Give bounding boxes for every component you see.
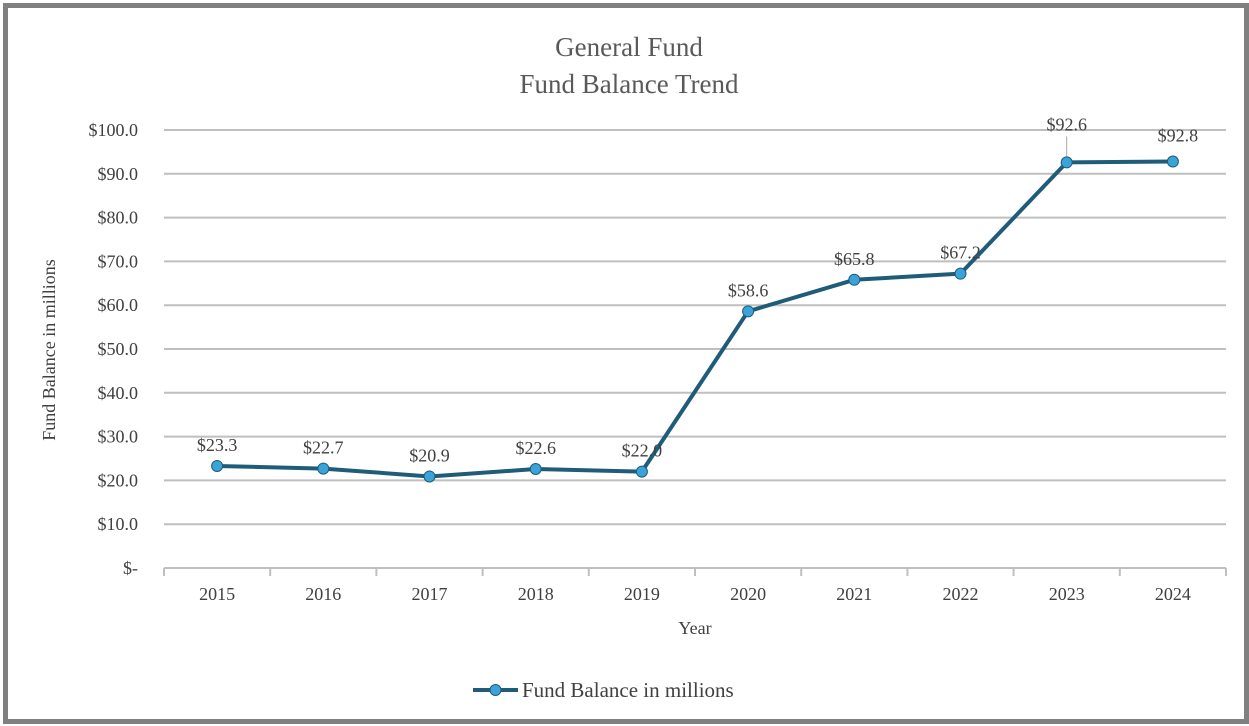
x-tick-label: 2023 [1049,584,1085,604]
data-point [1060,156,1073,169]
x-tick-label: 2024 [1155,584,1191,604]
data-point [742,305,755,318]
y-tick-label: $50.0 [98,339,139,359]
data-label: $20.9 [409,445,450,465]
gridlines [164,129,1226,569]
series-fund-balance [211,155,1179,483]
y-tick-label: $20.0 [98,470,139,490]
data-label: $22.6 [515,438,556,458]
legend-marker-swatch [489,684,502,696]
x-tick-label: 2017 [412,584,448,604]
chart-frame [3,3,1249,724]
data-point [211,459,224,472]
series-line [215,159,1175,479]
x-tick-label: 2021 [836,584,872,604]
data-label: $92.8 [1158,126,1199,146]
y-tick-label: $40.0 [98,383,139,403]
x-tick-label: 2022 [943,584,979,604]
y-tick-label: $100.0 [89,120,139,140]
data-point [848,273,861,286]
x-axis-label: Year [678,618,711,638]
y-tick-label: $- [123,558,138,578]
x-tick-label: 2020 [730,584,766,604]
data-point [529,463,542,476]
data-label: $23.3 [197,435,238,455]
x-tick-label: 2018 [518,584,554,604]
data-label: $22.0 [622,441,663,461]
data-label: $65.8 [834,249,875,269]
y-tick-label: $70.0 [98,251,139,271]
y-axis-ticks: $- $10.0 $20.0 $30.0 $40.0 $50.0 $60.0 $70.0 $80… [89,120,139,578]
data-label: $67.2 [940,243,981,263]
x-tick-label: 2019 [624,584,660,604]
x-tick-label: 2016 [305,584,341,604]
y-tick-label: $10.0 [98,514,139,534]
data-point [317,462,330,475]
chart-title-line-1: General Fund [555,32,703,62]
data-label: $58.6 [728,280,769,300]
y-tick-label: $80.0 [98,208,139,228]
x-axis-ticks: 2015 2016 2017 2018 2019 2020 2021 2022 2023 2024 [199,584,1191,604]
y-tick-label: $30.0 [98,427,139,447]
data-label: $92.6 [1046,114,1087,134]
y-tick-label: $90.0 [98,164,139,184]
data-label: $22.7 [303,438,344,458]
x-tick-label: 2015 [199,584,235,604]
data-point [954,267,967,280]
data-labels: $23.3 $22.7 $20.9 $22.6 $22.0 $58.6 $65.8 $67.2… [197,114,1198,465]
y-tick-label: $60.0 [98,295,139,315]
x-axis [163,567,1227,576]
y-axis-label: Fund Balance in millions [39,259,59,441]
data-point [635,465,648,478]
legend: Fund Balance in millions [473,678,734,702]
chart-title-line-2: Fund Balance Trend [520,69,739,99]
legend-label: Fund Balance in millions [522,678,734,702]
data-point [423,470,436,483]
data-point [1166,155,1179,168]
